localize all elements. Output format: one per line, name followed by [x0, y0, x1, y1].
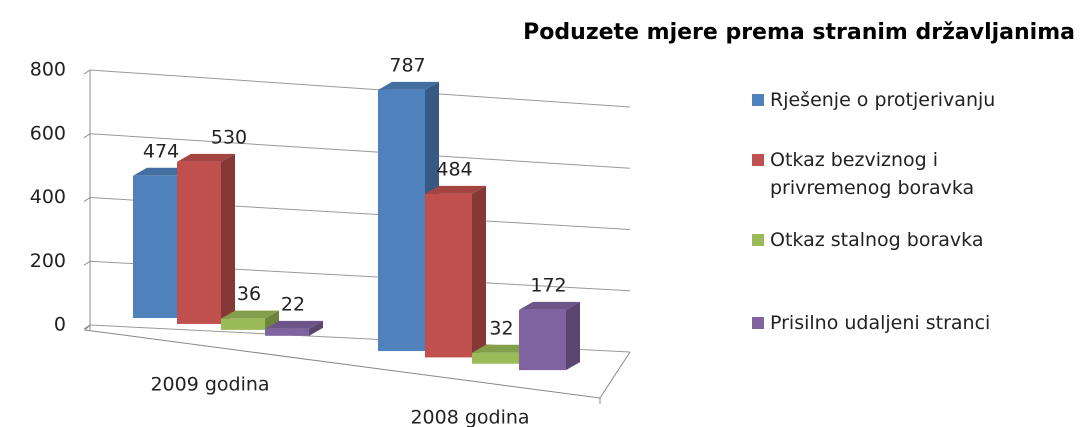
bar [133, 175, 177, 318]
tick-mark [83, 260, 91, 266]
bar [472, 352, 519, 364]
bar-side [566, 301, 580, 371]
grid-line [89, 133, 631, 169]
x-tick-label: 2009 godina [150, 374, 269, 396]
bar [519, 309, 566, 371]
legend-swatch [752, 94, 764, 106]
bar-top [425, 185, 486, 194]
tick-mark [83, 197, 91, 202]
bar-side [221, 153, 235, 324]
bar-top [177, 153, 235, 162]
legend-item: Otkaz stalnog boravka [752, 226, 1060, 254]
bar-side [265, 310, 279, 330]
bar-top [133, 167, 191, 176]
value-label: 172 [530, 274, 566, 296]
bar-top [472, 344, 533, 353]
bar-side [472, 185, 486, 358]
bar [265, 328, 309, 336]
tick-mark [83, 69, 91, 75]
tick-mark [83, 324, 91, 330]
bar [378, 89, 425, 352]
value-label: 530 [211, 126, 247, 148]
x-tick-label: 2008 godina [410, 407, 529, 427]
value-label: 474 [143, 140, 179, 162]
legend-swatch [752, 154, 764, 166]
legend-label: Rješenje o protjerivanju [770, 89, 996, 111]
bar-top [519, 301, 580, 310]
legend-item: Otkaz bezviznog i privremenog boravka [752, 146, 980, 202]
chart-title: Poduzete mjere prema stranim državljanim… [523, 20, 1075, 45]
value-label: 32 [489, 317, 513, 339]
legend-label: Prisilno udaljeni stranci [770, 312, 991, 334]
bar [425, 193, 472, 358]
legend-item: Rješenje o protjerivanju [752, 86, 1060, 114]
bar [221, 318, 265, 330]
value-label: 787 [389, 54, 425, 76]
y-tick-label: 800 [30, 59, 66, 81]
value-label: 36 [237, 283, 261, 305]
y-tick-label: 0 [54, 314, 66, 336]
y-tick-label: 400 [30, 186, 66, 208]
bar [177, 161, 221, 324]
bar-top [378, 81, 439, 90]
legend-swatch [752, 234, 764, 246]
bar-top [265, 320, 323, 329]
legend-swatch [752, 317, 764, 329]
legend-item: Prisilno udaljeni stranci [752, 309, 1060, 337]
tick-mark [83, 133, 91, 139]
floor [83, 324, 631, 399]
y-tick-label: 600 [30, 122, 66, 144]
value-label: 484 [436, 158, 472, 180]
bar-top [221, 310, 279, 319]
y-tick-label: 200 [30, 250, 66, 272]
grid-line [89, 69, 631, 108]
legend-label: Otkaz stalnog boravka [770, 229, 984, 251]
value-label: 22 [281, 293, 305, 315]
bar-side [309, 320, 323, 336]
legend-label: Otkaz bezviznog i privremenog boravka [770, 149, 975, 199]
